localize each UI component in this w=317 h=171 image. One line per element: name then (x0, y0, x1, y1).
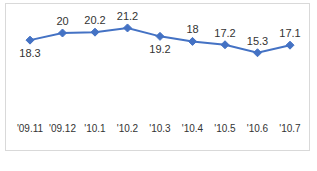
svg-text:'10.3: '10.3 (149, 123, 171, 134)
svg-text:19.2: 19.2 (149, 43, 170, 55)
svg-text:'10.1: '10.1 (84, 123, 106, 134)
svg-text:'10.4: '10.4 (182, 123, 204, 134)
svg-text:18.3: 18.3 (19, 47, 40, 59)
svg-text:15.3: 15.3 (247, 35, 268, 47)
svg-text:'10.5: '10.5 (214, 123, 236, 134)
svg-text:'10.7: '10.7 (279, 123, 301, 134)
svg-text:'09.11: '09.11 (17, 123, 44, 134)
svg-text:'09.12: '09.12 (49, 123, 76, 134)
svg-text:17.2: 17.2 (214, 27, 235, 39)
svg-text:'10.6: '10.6 (247, 123, 269, 134)
svg-text:'10.2: '10.2 (117, 123, 139, 134)
svg-text:18: 18 (186, 23, 198, 35)
svg-text:17.1: 17.1 (279, 27, 300, 39)
svg-text:20: 20 (56, 15, 68, 27)
svg-text:20.2: 20.2 (84, 14, 105, 26)
svg-text:21.2: 21.2 (117, 10, 138, 22)
